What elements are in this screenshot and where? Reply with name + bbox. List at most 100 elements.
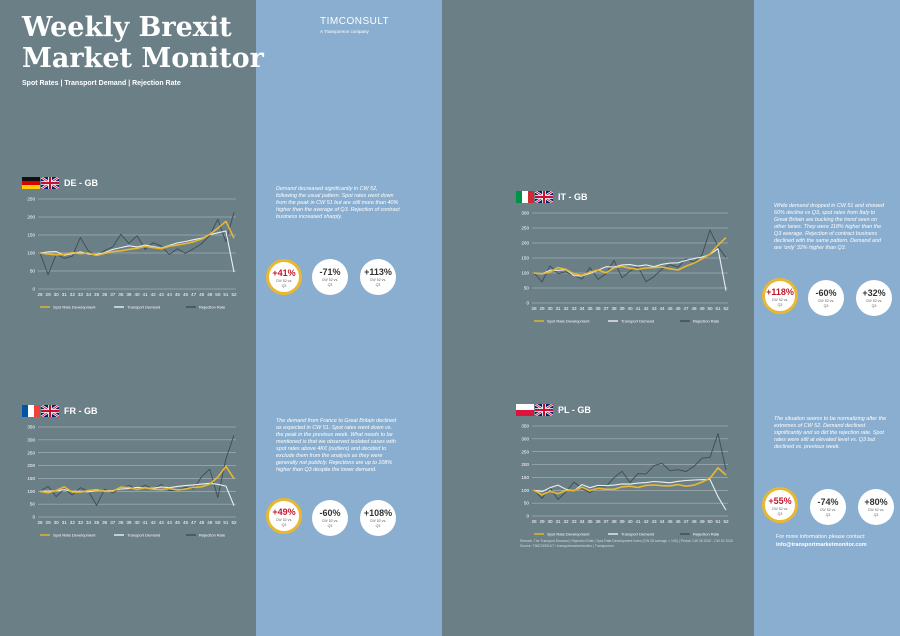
x-tick-label: 36 (595, 519, 601, 524)
column-2 (256, 0, 442, 636)
x-tick-label: 34 (86, 292, 92, 297)
x-tick-label: 50 (215, 520, 221, 525)
x-tick-label: 34 (579, 306, 585, 311)
line-chart-it-gb: 0 50 100 150 200 250 300 28 29 30 31 32 33 34 35 36 37 38… (521, 211, 729, 324)
x-tick-label: 30 (547, 519, 553, 524)
x-tick-label: 40 (134, 520, 140, 525)
x-tick-label: 45 (667, 306, 673, 311)
contact-email-link[interactable]: info@transportmarketmonitor.com (776, 542, 867, 548)
y-tick-label: 50 (524, 286, 530, 291)
x-tick-label: 52 (231, 292, 237, 297)
series-line-spot-rate (39, 220, 235, 257)
series-line-rejection-rate (533, 433, 727, 500)
y-tick-label: 200 (521, 462, 529, 467)
series-line-spot-rate (39, 465, 235, 494)
flag-poland-icon (516, 404, 534, 416)
x-tick-label: 30 (54, 520, 60, 525)
y-tick-label: 300 (27, 437, 35, 442)
x-tick-label: 32 (70, 520, 76, 525)
badge-transport-demand: -60% CW 52 vs. Q3 (312, 500, 348, 536)
x-tick-label: 31 (555, 306, 561, 311)
x-tick-label: 45 (667, 519, 673, 524)
x-tick-label: 40 (134, 292, 140, 297)
legend-label: Transport Demand (127, 305, 160, 310)
x-tick-label: 52 (723, 519, 729, 524)
column-4 (754, 0, 900, 636)
badge-transport-demand: -71% CW 52 vs. Q3 (312, 259, 348, 295)
x-tick-label: 48 (691, 306, 697, 311)
x-tick-label: 34 (579, 519, 585, 524)
column-3 (442, 0, 754, 636)
badge-spot-rate: +118% CW 52 vs. Q3 (762, 278, 798, 314)
x-tick-label: 37 (603, 306, 609, 311)
y-tick-label: 350 (27, 425, 35, 430)
x-tick-label: 50 (707, 519, 713, 524)
x-tick-label: 29 (539, 306, 545, 311)
x-tick-label: 47 (191, 292, 197, 297)
x-tick-label: 28 (37, 292, 43, 297)
flag-uk-icon (535, 191, 553, 203)
y-tick-label: 250 (521, 449, 529, 454)
x-tick-label: 33 (78, 520, 84, 525)
x-tick-label: 32 (563, 519, 569, 524)
x-tick-label: 46 (183, 292, 189, 297)
x-tick-label: 44 (659, 519, 665, 524)
y-tick-label: 200 (27, 463, 35, 468)
page-title: Weekly Brexit Market Monitor (22, 12, 264, 74)
panel-title: IT - GB (558, 192, 588, 202)
x-tick-label: 33 (571, 519, 577, 524)
x-tick-label: 44 (167, 520, 173, 525)
series-line-transport-demand (533, 248, 727, 291)
x-tick-label: 32 (70, 292, 76, 297)
y-tick-label: 300 (521, 436, 529, 441)
x-tick-label: 50 (707, 306, 713, 311)
page-subtitle: Spot Rates | Transport Demand | Rejectio… (22, 80, 181, 87)
panel-title: DE - GB (64, 178, 99, 188)
y-tick-label: 150 (521, 475, 529, 480)
source-note: Remark: The Transport Demand | Rejection… (520, 539, 746, 549)
commentary-it-gb: While demand dropped in CW 51 and showed… (774, 203, 884, 251)
x-tick-label: 35 (587, 519, 593, 524)
x-tick-label: 52 (231, 520, 237, 525)
x-tick-label: 43 (651, 306, 657, 311)
x-tick-label: 34 (86, 520, 92, 525)
x-tick-label: 29 (539, 519, 545, 524)
y-tick-label: 50 (30, 502, 36, 507)
badge-rejection-rate: +80% CW 52 vs. Q3 (858, 489, 894, 525)
x-tick-label: 32 (563, 306, 569, 311)
x-tick-label: 42 (643, 519, 649, 524)
x-tick-label: 51 (715, 519, 721, 524)
badge-spot-rate: +41% CW 52 vs. Q3 (266, 259, 302, 295)
y-tick-label: 300 (521, 211, 529, 216)
legend-label: Spot Rate Development (53, 305, 96, 310)
x-tick-label: 37 (603, 519, 609, 524)
x-tick-label: 31 (62, 292, 68, 297)
x-tick-label: 51 (223, 292, 229, 297)
y-tick-label: 250 (27, 450, 35, 455)
panel-title: PL - GB (558, 405, 591, 415)
legend-label: Spot Rate Development (547, 532, 590, 537)
series-line-spot-rate (533, 237, 727, 277)
x-tick-label: 47 (683, 306, 689, 311)
y-tick-label: 50 (524, 501, 530, 506)
x-tick-label: 46 (183, 520, 189, 525)
x-tick-label: 41 (143, 292, 149, 297)
y-tick-label: 200 (27, 215, 35, 220)
x-tick-label: 31 (62, 520, 68, 525)
x-tick-label: 39 (619, 519, 625, 524)
legend-label: Spot Rate Development (547, 319, 590, 324)
x-tick-label: 31 (555, 519, 561, 524)
x-tick-label: 52 (723, 306, 729, 311)
legend-label: Rejection Rate (199, 533, 226, 538)
x-tick-label: 47 (683, 519, 689, 524)
y-tick-label: 0 (32, 515, 35, 520)
flag-uk-icon (535, 404, 553, 416)
contact-line: For more information please contact: (776, 534, 866, 540)
x-tick-label: 47 (191, 520, 197, 525)
x-tick-label: 38 (118, 520, 124, 525)
x-tick-label: 49 (207, 520, 213, 525)
y-tick-label: 250 (27, 197, 35, 202)
x-tick-label: 42 (151, 292, 157, 297)
x-tick-label: 37 (110, 520, 116, 525)
x-tick-label: 41 (635, 519, 641, 524)
